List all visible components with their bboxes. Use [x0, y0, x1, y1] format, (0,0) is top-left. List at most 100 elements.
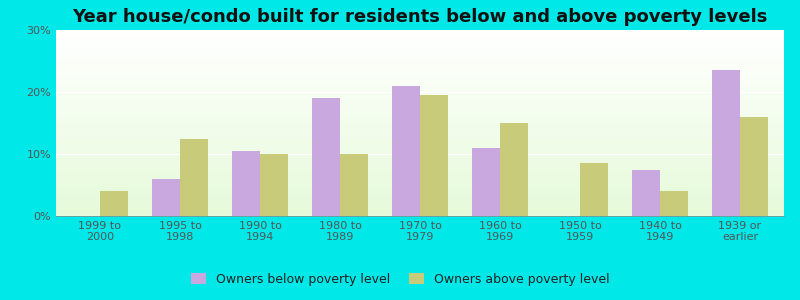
Bar: [56, 135, 784, 136]
Bar: [56, 129, 784, 130]
Bar: [56, 201, 784, 202]
Bar: [56, 88, 784, 89]
Bar: [56, 106, 784, 107]
Bar: [56, 64, 784, 65]
Bar: [56, 172, 784, 173]
Bar: [56, 128, 784, 129]
Bar: [56, 110, 784, 111]
Bar: [56, 124, 784, 125]
Bar: [56, 90, 784, 92]
Bar: [56, 148, 784, 149]
Bar: [56, 31, 784, 32]
Bar: [56, 179, 784, 180]
Bar: [56, 189, 784, 190]
Bar: [56, 197, 784, 198]
Bar: [56, 55, 784, 56]
Bar: [56, 215, 784, 216]
Bar: [56, 154, 784, 155]
Bar: [56, 140, 784, 141]
Bar: [56, 105, 784, 106]
Bar: [56, 62, 784, 64]
Bar: [56, 80, 784, 81]
Bar: [56, 190, 784, 191]
Bar: [56, 134, 784, 135]
Bar: [56, 103, 784, 104]
Bar: [56, 46, 784, 47]
Bar: [56, 209, 784, 210]
Bar: [56, 166, 784, 167]
Bar: [56, 44, 784, 45]
Bar: [56, 185, 784, 186]
Bar: [56, 162, 784, 163]
Bar: [56, 186, 784, 187]
Bar: [56, 136, 784, 137]
Bar: [56, 180, 784, 181]
Bar: [660, 191, 688, 216]
Bar: [56, 117, 784, 118]
Bar: [56, 133, 784, 134]
Bar: [56, 198, 784, 199]
Bar: [56, 132, 784, 133]
Bar: [56, 60, 784, 61]
Bar: [56, 51, 784, 52]
Bar: [56, 126, 784, 127]
Bar: [56, 54, 784, 55]
Bar: [56, 202, 784, 203]
Bar: [56, 47, 784, 48]
Bar: [56, 153, 784, 154]
Bar: [56, 192, 784, 193]
Bar: [56, 83, 784, 84]
Bar: [56, 104, 784, 105]
Bar: [56, 78, 784, 79]
Bar: [56, 138, 784, 139]
Bar: [56, 160, 784, 161]
Bar: [56, 182, 784, 183]
Bar: [56, 107, 784, 108]
Bar: [56, 92, 784, 93]
Bar: [56, 144, 784, 145]
Bar: [56, 113, 784, 114]
Bar: [56, 66, 784, 67]
Bar: [56, 146, 784, 147]
Bar: [56, 59, 784, 60]
Bar: [56, 188, 784, 189]
Bar: [56, 50, 784, 51]
Bar: [56, 175, 784, 176]
Bar: [56, 208, 784, 209]
Bar: [56, 203, 784, 204]
Bar: [56, 178, 784, 179]
Bar: [56, 214, 784, 215]
Bar: [56, 170, 784, 171]
Bar: [56, 164, 784, 165]
Bar: [56, 84, 784, 85]
Bar: [100, 191, 128, 216]
Bar: [56, 86, 784, 87]
Title: Year house/condo built for residents below and above poverty levels: Year house/condo built for residents bel…: [72, 8, 768, 26]
Bar: [56, 100, 784, 101]
Bar: [56, 61, 784, 62]
Bar: [56, 87, 784, 88]
Bar: [56, 199, 784, 200]
Bar: [56, 183, 784, 184]
Bar: [56, 115, 784, 116]
Bar: [56, 168, 784, 169]
Bar: [56, 53, 784, 54]
Bar: [56, 142, 784, 143]
Bar: [56, 151, 784, 152]
Bar: [56, 161, 784, 162]
Bar: [56, 206, 784, 207]
Bar: [260, 154, 288, 216]
Bar: [56, 85, 784, 86]
Bar: [56, 125, 784, 126]
Bar: [56, 207, 784, 208]
Bar: [312, 98, 340, 216]
Legend: Owners below poverty level, Owners above poverty level: Owners below poverty level, Owners above…: [186, 268, 614, 291]
Bar: [56, 210, 784, 211]
Bar: [712, 70, 740, 216]
Bar: [56, 40, 784, 41]
Bar: [56, 149, 784, 150]
Bar: [56, 95, 784, 96]
Bar: [56, 155, 784, 157]
Bar: [56, 177, 784, 178]
Bar: [56, 77, 784, 78]
